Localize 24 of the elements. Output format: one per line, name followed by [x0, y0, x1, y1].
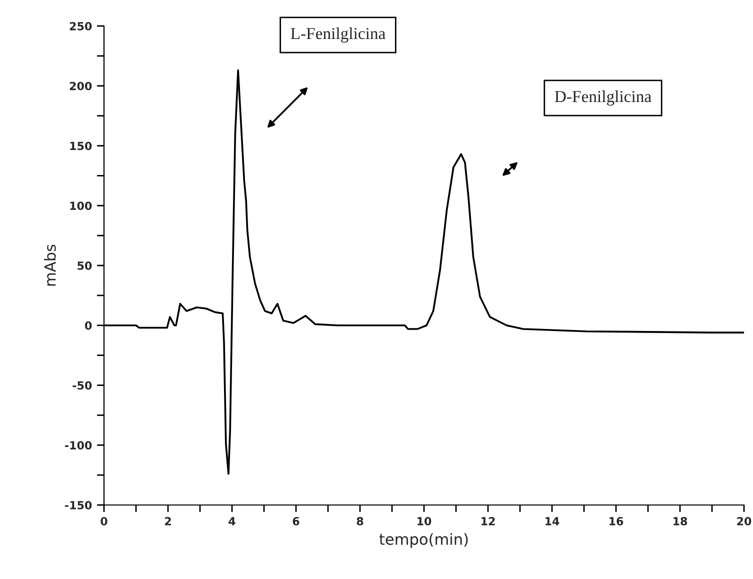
- annotation: L-Fenilglicina: [290, 27, 386, 43]
- annotation: D-Fenilglicina: [554, 90, 652, 106]
- y-tick-label: 250: [70, 22, 92, 30]
- x-tick-label: 10: [418, 517, 432, 526]
- x-tick-label: 14: [546, 517, 560, 526]
- y-tick-label: 0: [84, 321, 92, 330]
- x-tick-label: 8: [356, 517, 364, 526]
- y-tick-label: 50: [78, 261, 92, 270]
- x-tick-label: 0: [100, 517, 108, 526]
- y-tick-label: 200: [70, 82, 92, 90]
- y-tick-label: 100: [70, 202, 92, 210]
- x-axis-title: tempo(min): [379, 533, 468, 548]
- y-axis-title: mAbs: [44, 244, 56, 286]
- x-tick-label: 12: [482, 517, 495, 526]
- y-tick-label: 150: [70, 142, 92, 150]
- x-tick-label: 2: [165, 517, 171, 526]
- x-tick-label: 16: [610, 517, 624, 526]
- x-tick-label: 6: [292, 517, 300, 526]
- x-tick-label: 18: [674, 517, 688, 526]
- x-tick-label: 20: [737, 517, 752, 526]
- y-tick-label: -150: [64, 500, 92, 510]
- y-tick-label: -50: [72, 381, 92, 390]
- y-tick-label: -100: [64, 441, 92, 450]
- x-tick-label: 4: [228, 517, 236, 526]
